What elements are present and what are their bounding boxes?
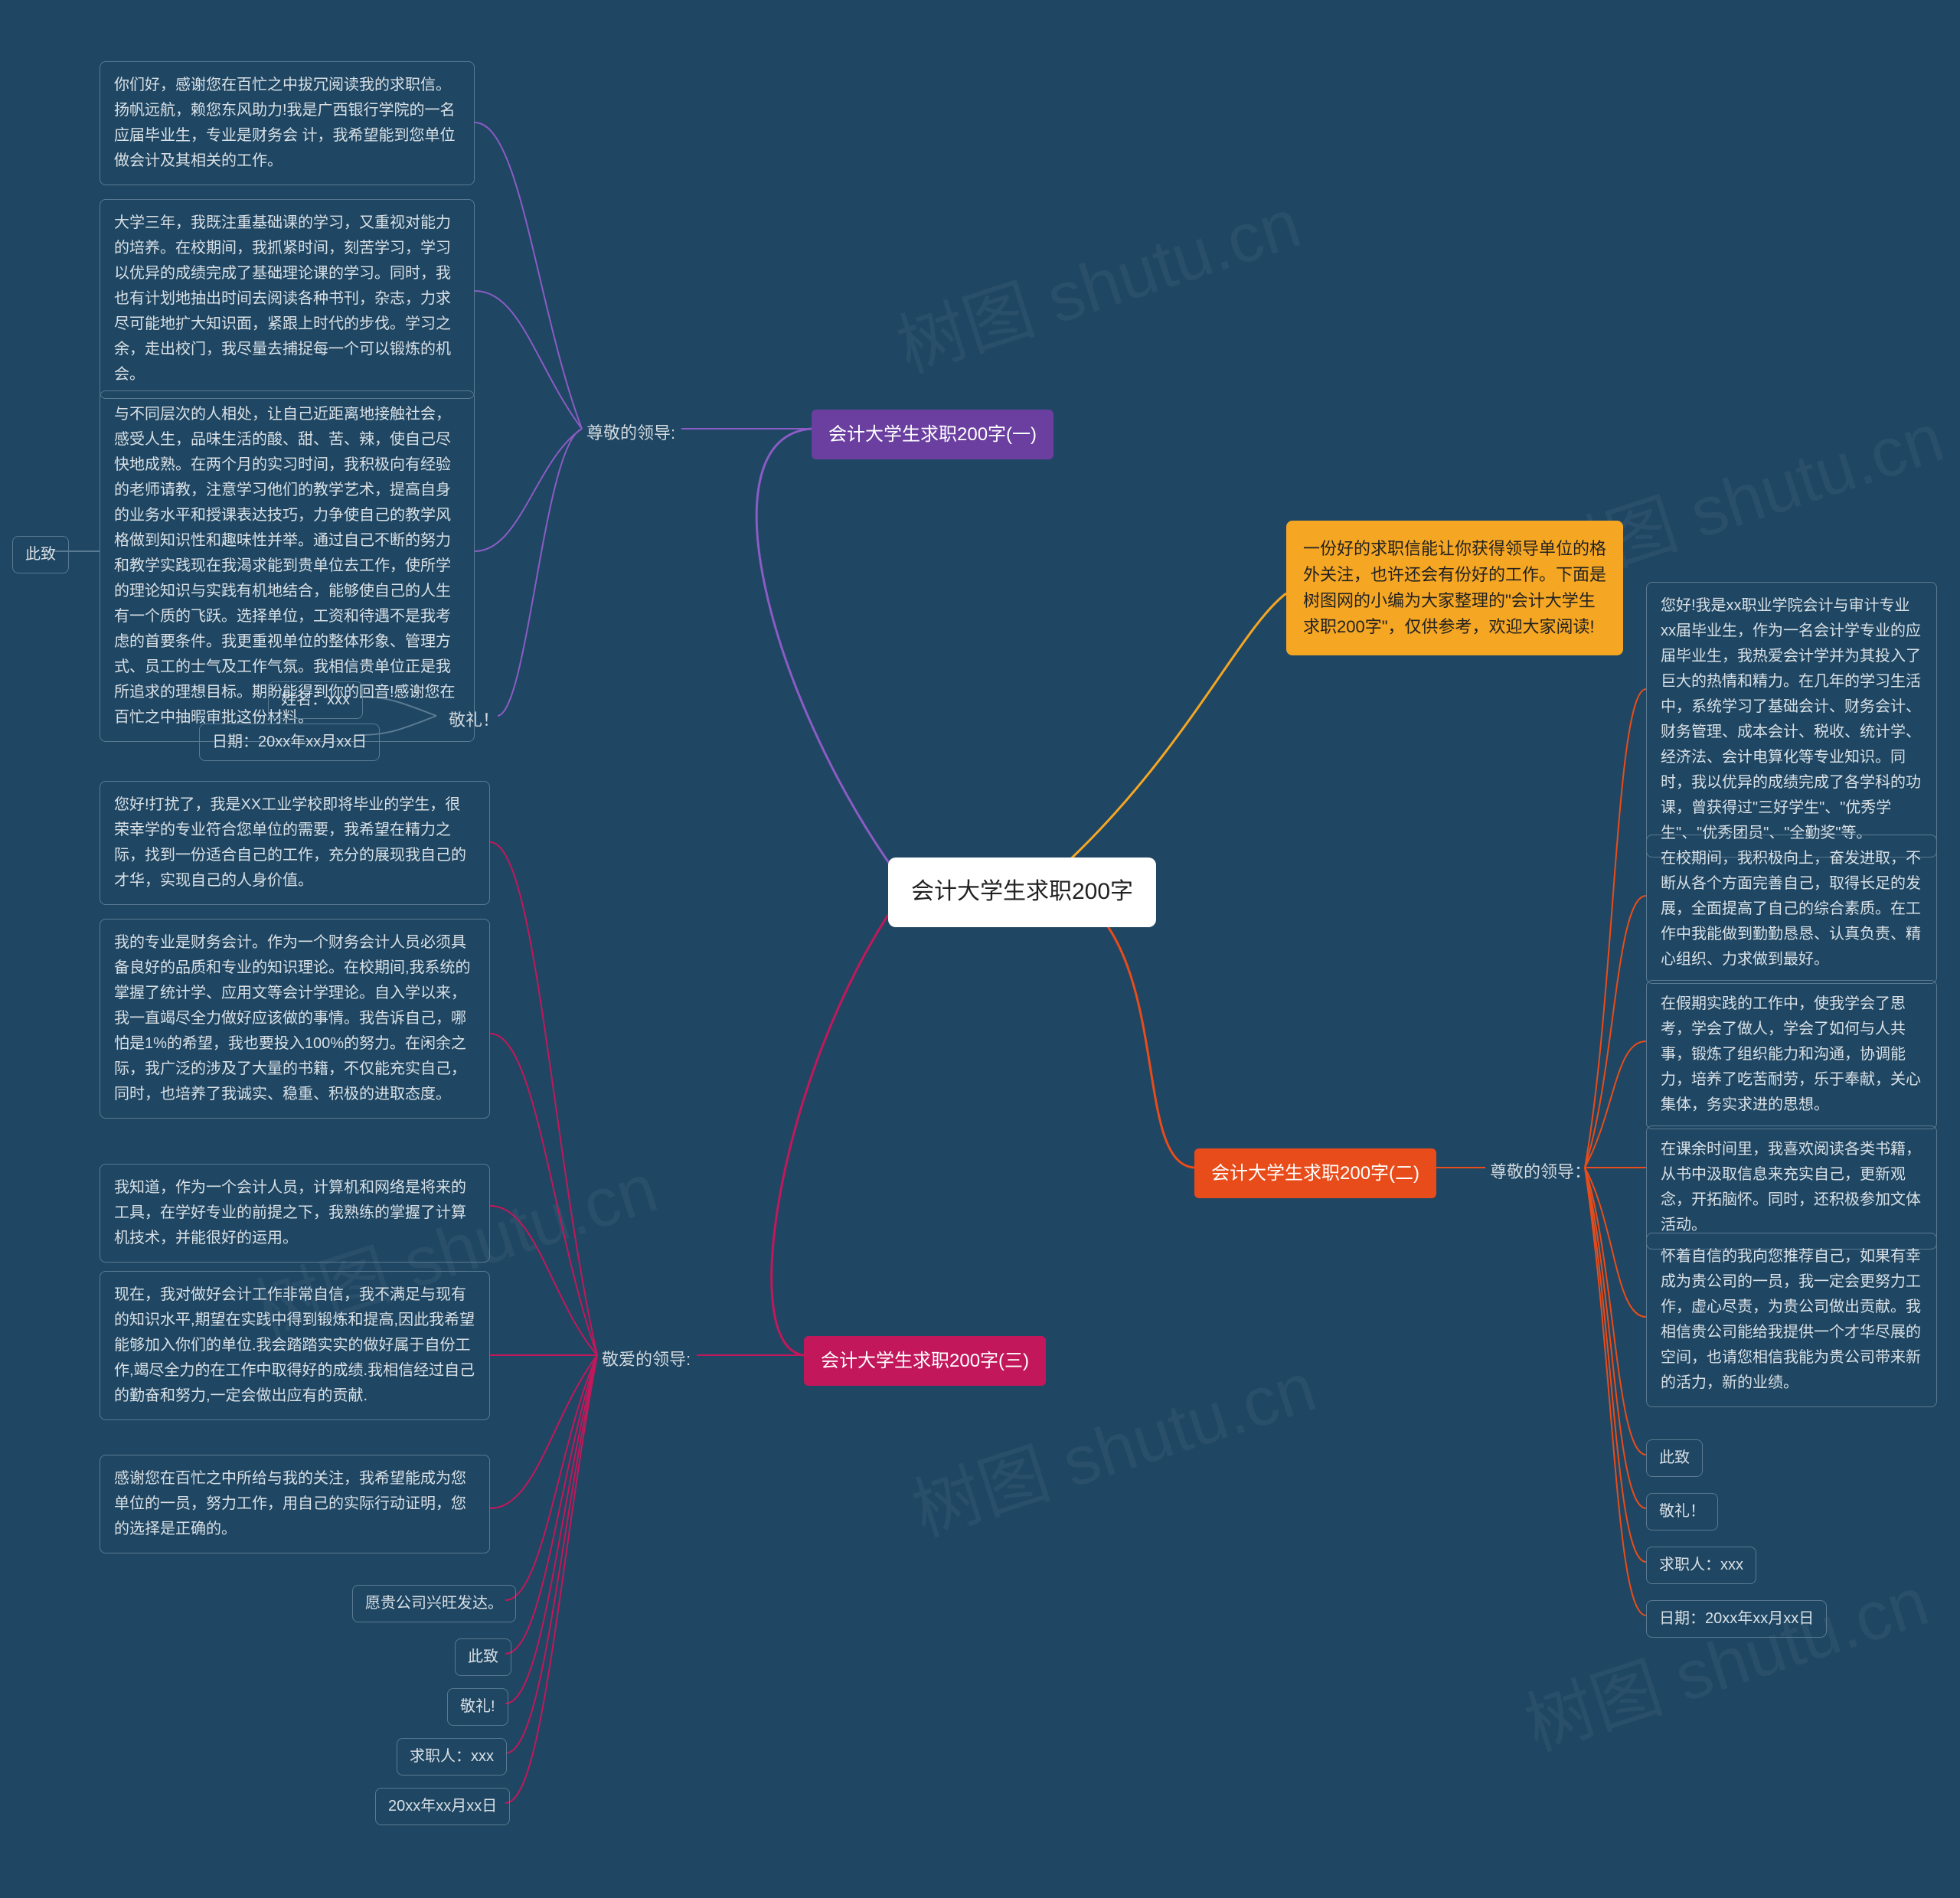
branch-3-title[interactable]: 会计大学生求职200字(三) [804, 1336, 1046, 1386]
branch-2-item-1: 在校期间，我积极向上，奋发进取，不断从各个方面完善自己，取得长足的发展，全面提高… [1646, 835, 1937, 984]
branch-2-item-3: 在课余时间里，我喜欢阅读各类书籍，从书中汲取信息来充实自己，更新观念，开拓脑怀。… [1646, 1125, 1937, 1250]
branch-3-item-0: 您好!打扰了，我是XX工业学校即将毕业的学生，很荣幸学的专业符合您单位的需要，我… [100, 781, 490, 905]
branch-3-sub: 敬爱的领导: [597, 1344, 695, 1376]
branch-3-applicant: 求职人：xxx [397, 1738, 507, 1775]
branch-3-date: 20xx年xx月xx日 [375, 1788, 510, 1825]
branch-1-item-0: 你们好，感谢您在百忙之中拔冗阅读我的求职信。扬帆远航，赖您东风助力!我是广西银行… [100, 61, 475, 185]
root-node[interactable]: 会计大学生求职200字 [888, 858, 1156, 927]
branch-2-item-2: 在假期实践的工作中，使我学会了思考，学会了做人，学会了如何与人共事，锻炼了组织能… [1646, 980, 1937, 1129]
branch-3-item-2: 我知道，作为一个会计人员，计算机和网络是将来的工具，在学好专业的前提之下，我熟练… [100, 1164, 490, 1263]
branch-2-item-4: 怀着自信的我向您推荐自己，如果有幸成为贵公司的一员，我一定会更努力工作，虚心尽责… [1646, 1233, 1937, 1407]
branch-1-closing: 此致 [12, 536, 69, 573]
branch-1-salute: 敬礼！ [444, 704, 504, 737]
branch-3-item-3: 现在，我对做好会计工作非常自信，我不满足与现有的知识水平,期望在实践中得到锻炼和… [100, 1271, 490, 1420]
intro-node[interactable]: 一份好的求职信能让你获得领导单位的格外关注，也许还会有份好的工作。下面是树图网的… [1286, 521, 1623, 655]
branch-1-date: 日期：20xx年xx月xx日 [199, 724, 380, 761]
branch-3-item-4: 感谢您在百忙之中所给与我的关注，我希望能成为您单位的一员，努力工作，用自己的实际… [100, 1455, 490, 1553]
branch-2-sub: 尊敬的领导： [1485, 1156, 1596, 1188]
branch-2-applicant: 求职人：xxx [1646, 1547, 1756, 1584]
branch-3-item-1: 我的专业是财务会计。作为一个财务会计人员必须具备良好的品质和专业的知识理论。在校… [100, 919, 490, 1119]
branch-1-item-1: 大学三年，我既注重基础课的学习，又重视对能力的培养。在校期间，我抓紧时间，刻苦学… [100, 199, 475, 399]
branch-2-title[interactable]: 会计大学生求职200字(二) [1194, 1148, 1436, 1198]
branch-1-name: 姓名：xxx [268, 681, 363, 719]
branch-2-date: 日期：20xx年xx月xx日 [1646, 1600, 1827, 1638]
branch-2-item-0: 您好!我是xx职业学院会计与审计专业xx届毕业生，作为一名会计学专业的应届毕业生… [1646, 582, 1937, 858]
branch-1-title[interactable]: 会计大学生求职200字(一) [812, 410, 1054, 459]
branch-2-closing: 此致 [1646, 1439, 1703, 1477]
branch-3-wish: 愿贵公司兴旺发达。 [352, 1585, 516, 1622]
branch-2-salute: 敬礼！ [1646, 1493, 1718, 1530]
branch-1-sub: 尊敬的领导: [582, 417, 680, 449]
branch-3-salute: 敬礼! [447, 1688, 508, 1726]
branch-3-closing: 此致 [455, 1638, 511, 1676]
